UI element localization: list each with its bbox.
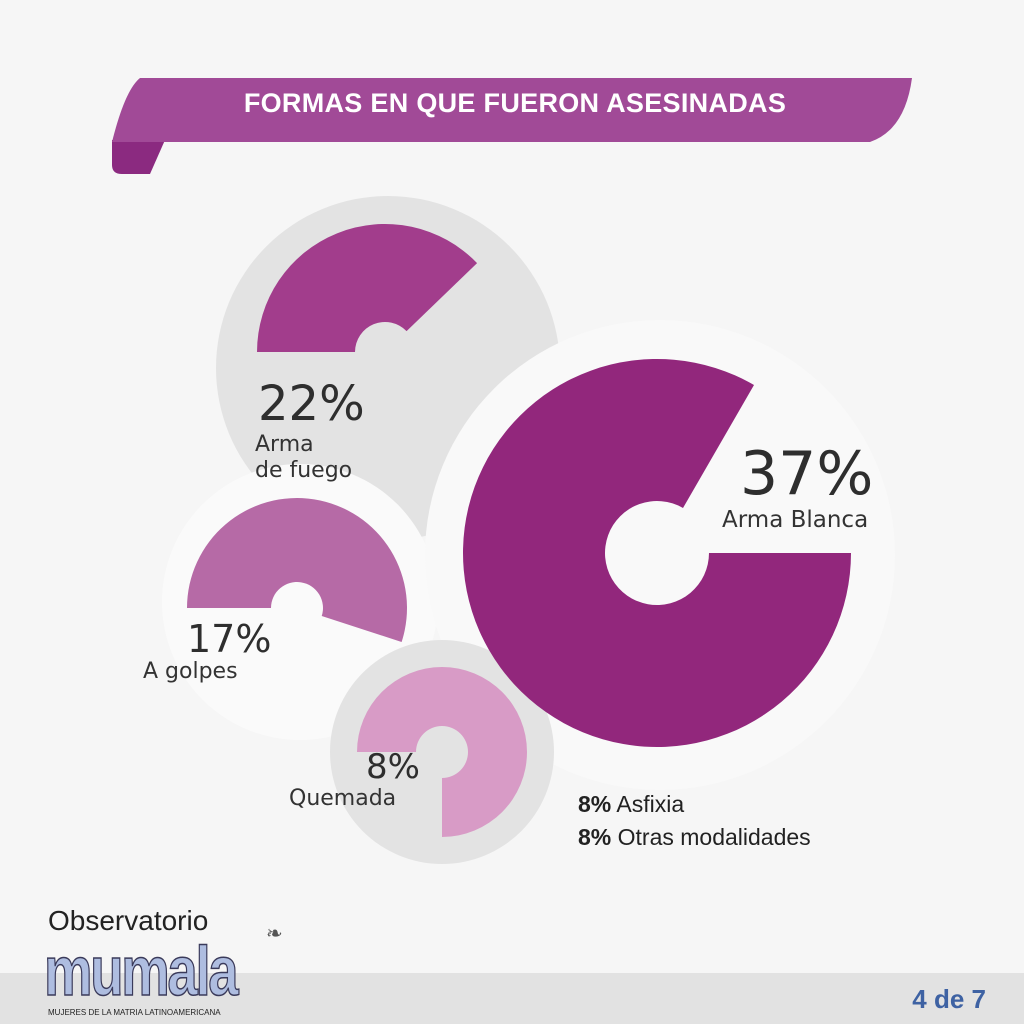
- label-otras: Otras modalidades: [617, 824, 811, 850]
- logo-tagline: MUJERES DE LA MATRIA LATINOAMERICANA: [48, 1008, 221, 1017]
- sector-quemada: [357, 667, 527, 837]
- label-asfixia: Asfixia: [616, 791, 685, 817]
- label-quemada: Quemada: [289, 786, 397, 811]
- legend-asfixia: 8% Asfixia: [578, 790, 684, 818]
- value-arma-fuego: 22%: [258, 376, 365, 432]
- logo-mumala: mumala: [43, 932, 239, 1010]
- footer-band: [0, 973, 1024, 1024]
- value-arma-blanca: 37%: [740, 439, 874, 509]
- label-golpes: A golpes: [143, 659, 238, 684]
- sector-arma-blanca: [462, 358, 851, 747]
- banner-fold: [112, 140, 165, 174]
- legend-otras: 8% Otras modalidades: [578, 823, 811, 851]
- title-banner: [112, 78, 912, 174]
- page-number: 4 de 7: [912, 984, 986, 1014]
- banner-body: [112, 78, 912, 142]
- sector-arma-fuego: [257, 223, 478, 352]
- value-quemada: 8%: [366, 747, 420, 787]
- value-otras: 8%: [578, 824, 612, 850]
- label-arma-blanca: Arma Blanca: [722, 507, 869, 533]
- label-arma-fuego-2: de fuego: [255, 458, 353, 483]
- page-title: FORMAS EN QUE FUERON ASESINADAS: [243, 88, 787, 118]
- sector-golpes: [187, 497, 407, 642]
- value-asfixia: 8%: [578, 791, 612, 817]
- butterfly-icon: ❧: [266, 921, 283, 945]
- value-golpes: 17%: [187, 617, 272, 661]
- logo-observatorio: Observatorio: [48, 905, 209, 936]
- label-arma-fuego-1: Arma: [255, 432, 314, 457]
